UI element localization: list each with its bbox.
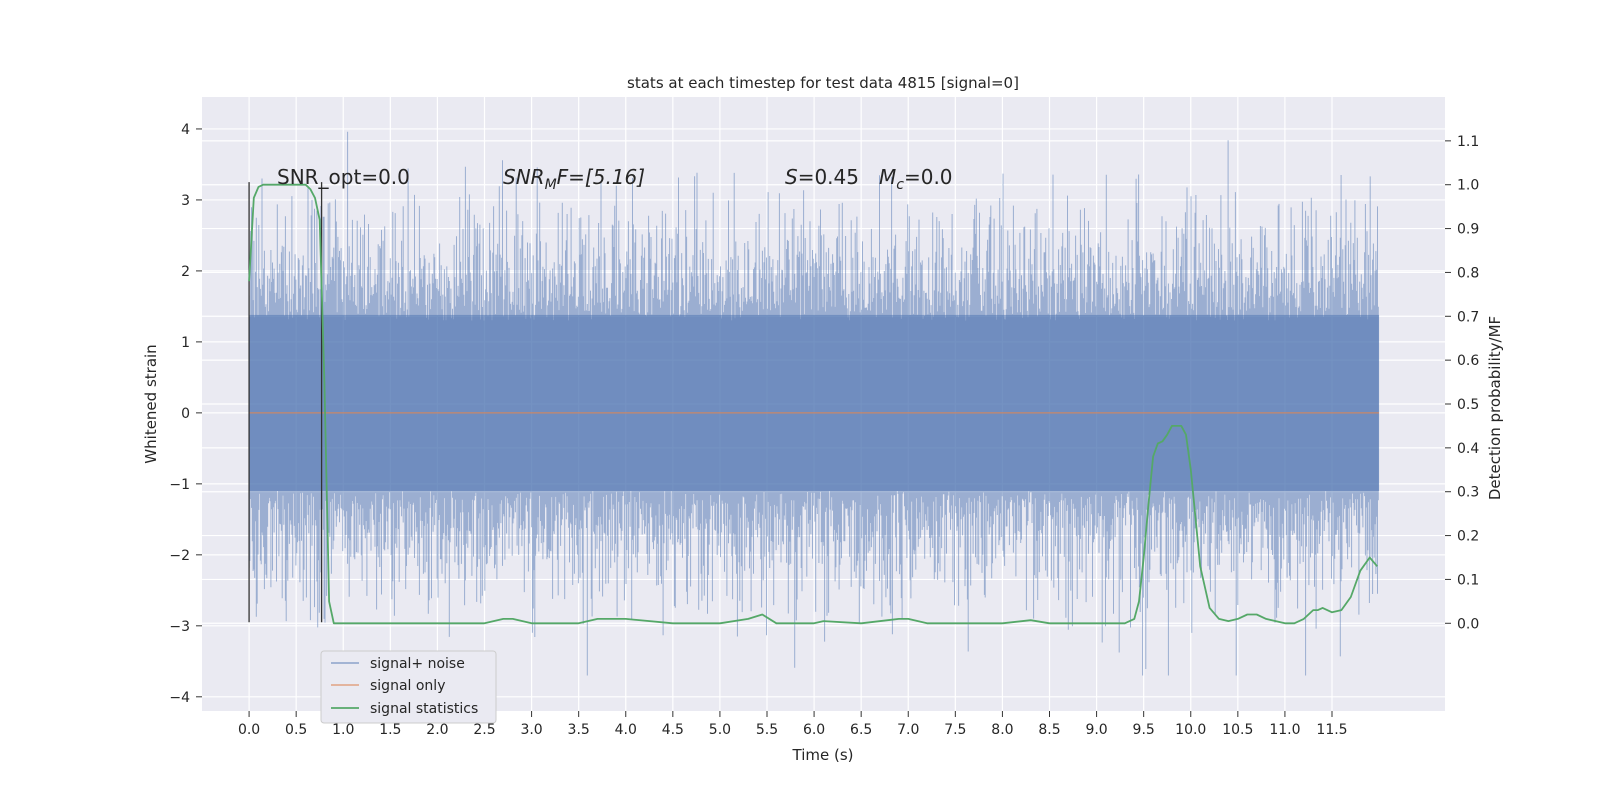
y-right-tick-label: 0.7 [1457, 309, 1479, 325]
snr-mf-rest: F=[5.16] [557, 165, 645, 189]
x-tick-label: 8.5 [1038, 722, 1060, 738]
x-tick-label: 10.0 [1175, 722, 1206, 738]
x-tick-label: 4.5 [662, 722, 684, 738]
legend-label-signal-only: signal only [370, 678, 445, 694]
x-tick-label: 9.0 [1085, 722, 1107, 738]
x-axis-title: Time (s) [792, 746, 854, 764]
y-right-tick-label: 0.9 [1457, 222, 1479, 238]
annotation-snr-opt: SNR_opt=0.0 [277, 165, 410, 189]
x-tick-label: 1.0 [332, 722, 354, 738]
s-val: =0.45 [798, 165, 859, 189]
x-tick-label: 8.0 [991, 722, 1013, 738]
y-left-axis-ticks: −4 −3 −2 −1 0 1 2 3 4 [169, 122, 202, 706]
x-tick-label: 5.5 [756, 722, 778, 738]
y-right-axis-ticks: 0.0 0.1 0.2 0.3 0.4 0.5 0.6 0.7 0.8 0.9 1.0 1.1 [1445, 134, 1479, 632]
x-tick-label: 9.5 [1133, 722, 1155, 738]
legend-label-statistics: signal statistics [370, 701, 478, 717]
mc-sub: c [896, 177, 904, 193]
mc-var: M [879, 165, 896, 189]
x-tick-label: 3.0 [520, 722, 542, 738]
s-var: S [785, 165, 798, 189]
x-tick-label: 7.0 [897, 722, 919, 738]
y-right-tick-label: 0.0 [1457, 616, 1479, 632]
y-right-tick-label: 0.5 [1457, 397, 1479, 413]
y-right-tick-label: 0.2 [1457, 529, 1479, 545]
x-tick-label: 11.0 [1269, 722, 1300, 738]
x-tick-label: 2.0 [426, 722, 448, 738]
y-right-tick-label: 1.0 [1457, 178, 1479, 194]
y-left-tick-label: −4 [169, 690, 190, 706]
y-left-tick-label: 0 [181, 406, 190, 422]
y-left-tick-label: 4 [181, 122, 190, 138]
legend: signal+ noise signal only signal statist… [320, 650, 497, 724]
series-signal-statistics [248, 183, 1378, 625]
snr-mf-sub: M [545, 177, 557, 193]
y-right-tick-label: 1.1 [1457, 134, 1479, 150]
annotation-snr-mf: SNRMF=[5.16] [503, 165, 645, 193]
x-axis-ticks: 0.0 0.5 1.0 1.5 2.0 2.5 3.0 3.5 4.0 4.5 5.0 5.5 6.0 6… [238, 711, 1348, 738]
x-tick-label: 0.0 [238, 722, 260, 738]
y-left-tick-label: −3 [169, 619, 190, 635]
legend-label-noise: signal+ noise [370, 656, 465, 672]
mc-val: =0.0 [904, 165, 953, 189]
annotation-s-mc: S=0.45 Mc=0.0 [785, 165, 953, 193]
x-tick-label: 6.0 [803, 722, 825, 738]
legend-box [320, 650, 497, 724]
x-tick-label: 7.5 [944, 722, 966, 738]
y-left-tick-label: 2 [181, 264, 190, 280]
y-left-axis-title: Whitened strain [142, 344, 160, 463]
y-right-tick-label: 0.6 [1457, 353, 1479, 369]
y-left-tick-label: −1 [169, 477, 190, 493]
x-tick-label: 10.5 [1222, 722, 1253, 738]
x-tick-label: 3.5 [568, 722, 590, 738]
x-tick-label: 2.5 [473, 722, 495, 738]
series-signal-noise [248, 131, 1380, 676]
x-tick-label: 0.5 [285, 722, 307, 738]
y-left-tick-label: 1 [181, 335, 190, 351]
y-right-tick-label: 0.3 [1457, 485, 1479, 501]
chart-title: stats at each timestep for test data 481… [627, 74, 1019, 92]
y-right-tick-label: 0.1 [1457, 572, 1479, 588]
x-tick-label: 11.5 [1316, 722, 1347, 738]
y-right-axis-title: Detection probability/MF [1486, 316, 1504, 500]
statistics-line [248, 183, 1378, 625]
y-right-tick-label: 0.4 [1457, 441, 1479, 457]
x-tick-label: 4.0 [615, 722, 637, 738]
y-left-tick-label: 3 [181, 193, 190, 209]
y-right-tick-label: 0.8 [1457, 265, 1479, 281]
x-tick-label: 5.0 [709, 722, 731, 738]
y-left-tick-label: −2 [169, 548, 190, 564]
x-tick-label: 1.5 [379, 722, 401, 738]
snr-mf-base: SNR [503, 165, 545, 189]
x-tick-label: 6.5 [850, 722, 872, 738]
